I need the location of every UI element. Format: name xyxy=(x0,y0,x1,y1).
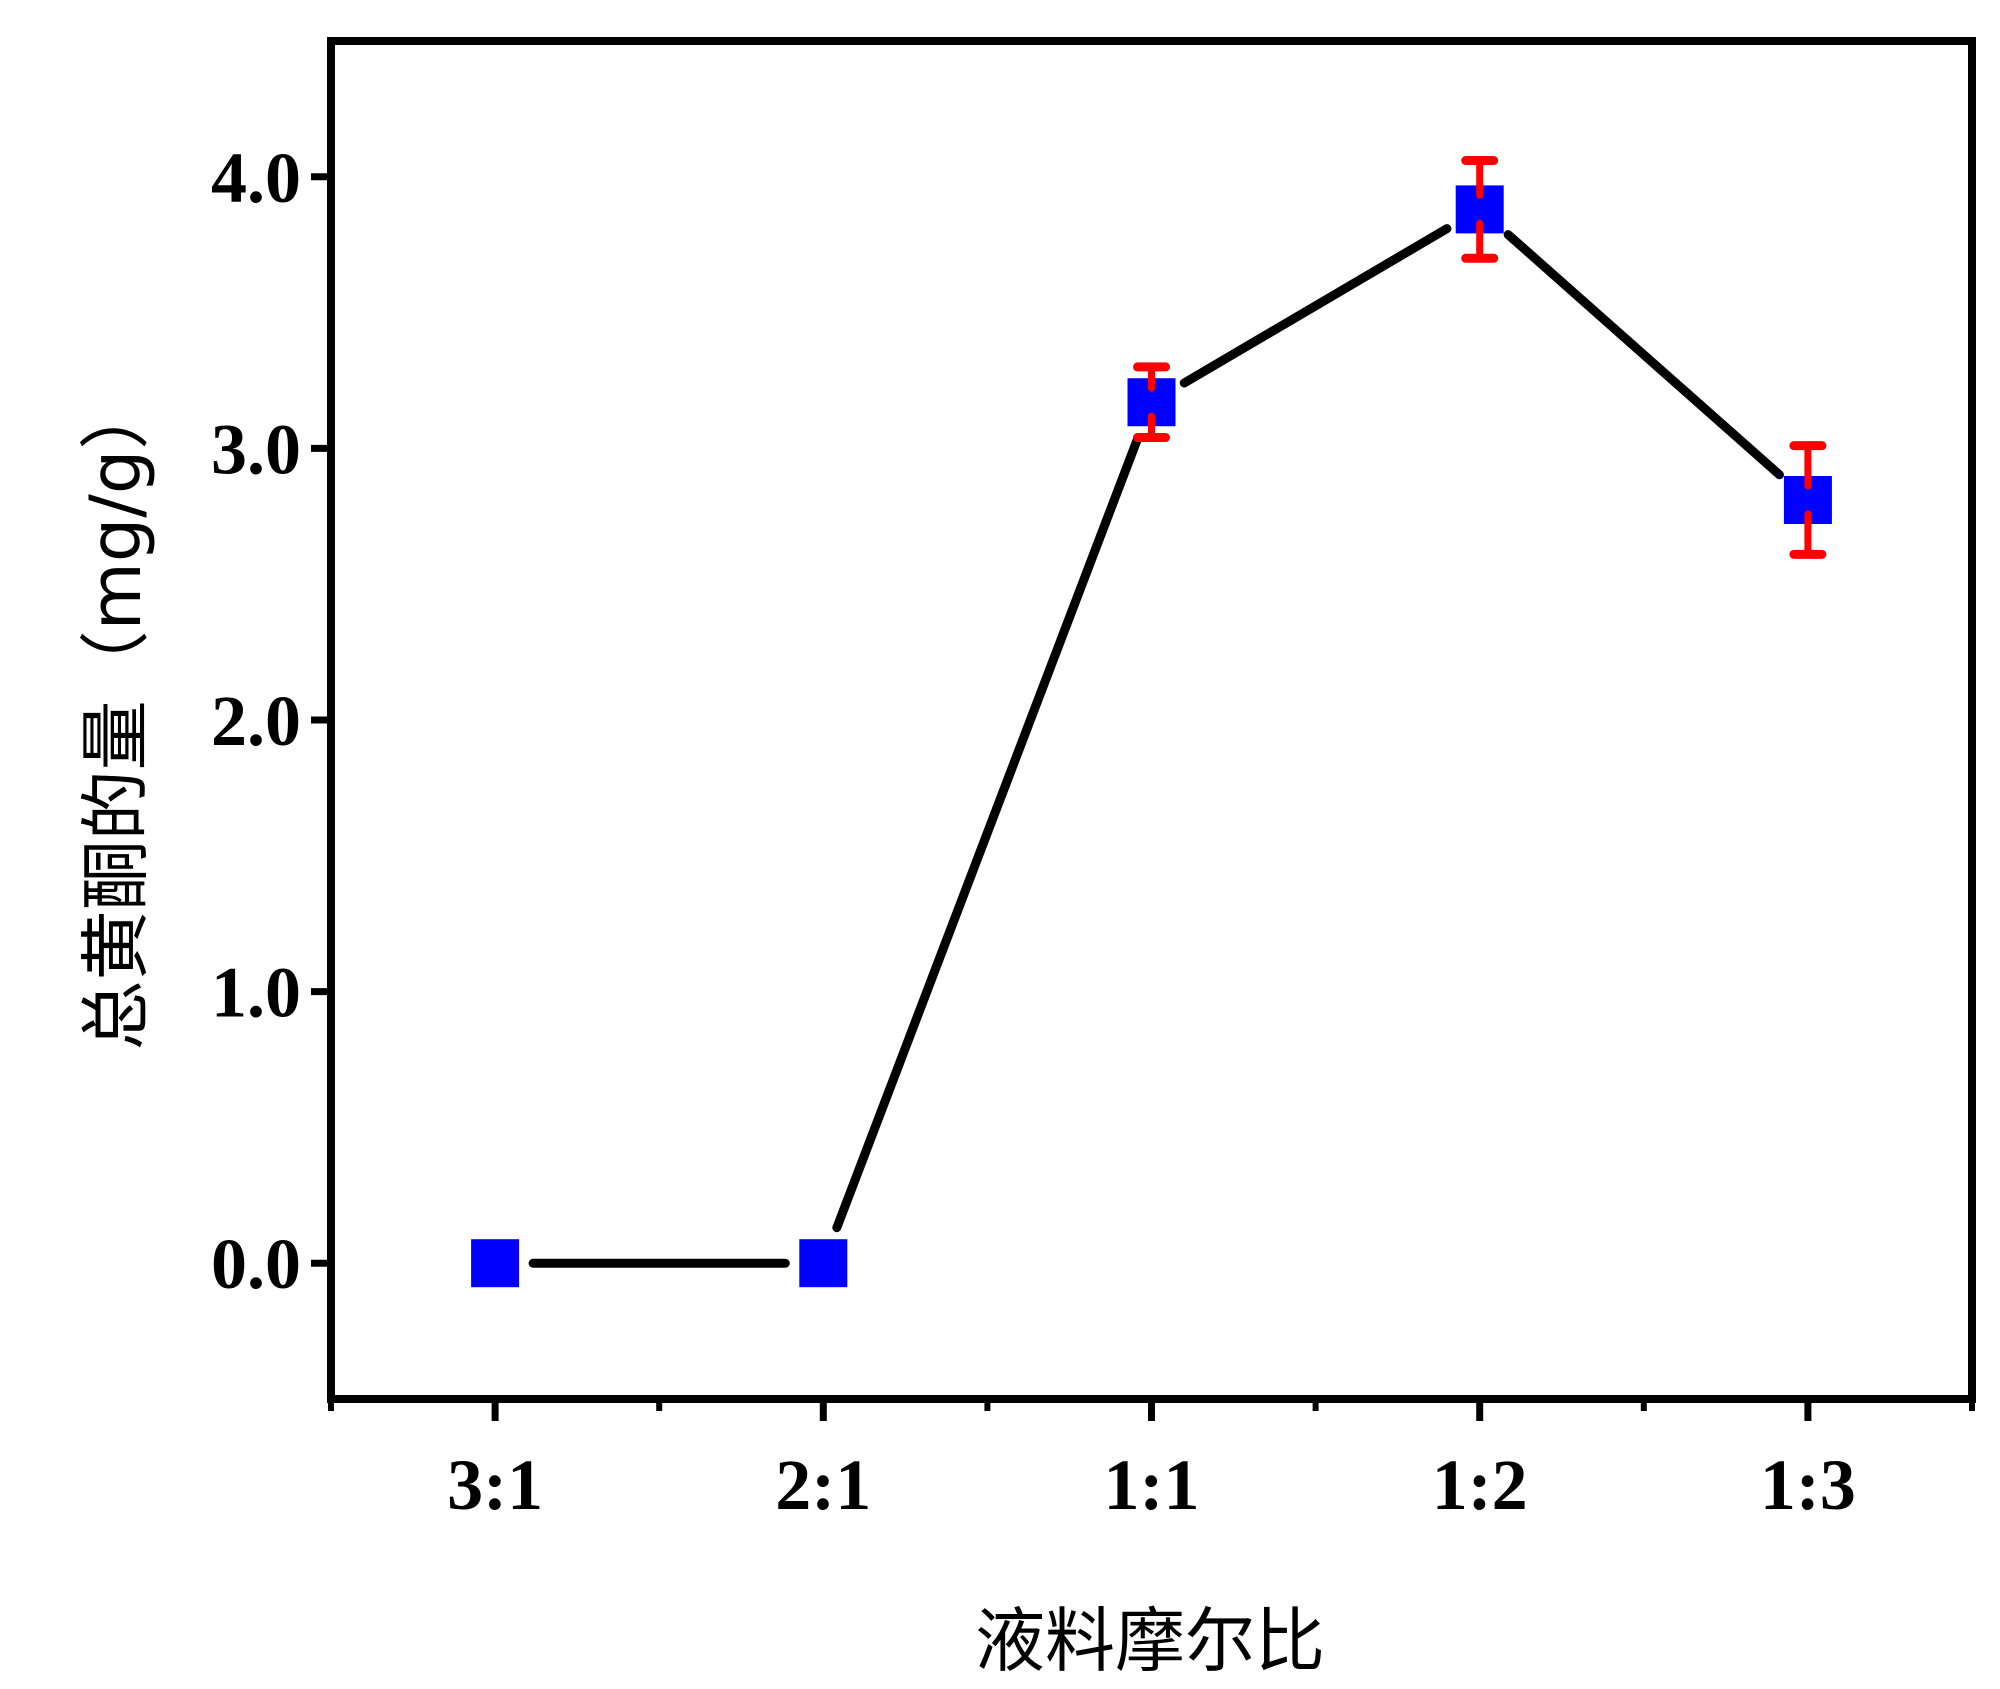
x-tick-label: 1:2 xyxy=(1432,1445,1528,1525)
series-line-segment xyxy=(1179,224,1452,388)
plot-frame xyxy=(327,37,1976,1403)
y-tick-label: 4.0 xyxy=(211,138,301,218)
y-tick-label: 1.0 xyxy=(211,953,301,1033)
x-axis-title: 液料摩尔比 xyxy=(975,1600,1325,1682)
series-line-segment xyxy=(1503,230,1784,480)
y-tick-label: 3.0 xyxy=(211,409,301,489)
data-point-marker xyxy=(799,1239,848,1288)
x-tick-label: 3:1 xyxy=(447,1445,543,1525)
data-point-marker xyxy=(471,1239,520,1288)
y-tick-label: 2.0 xyxy=(211,681,301,761)
x-tick-label: 1:3 xyxy=(1760,1445,1856,1525)
x-tick-label: 1:1 xyxy=(1104,1445,1200,1525)
series-line-segment xyxy=(832,433,1143,1233)
x-tick-label: 2:1 xyxy=(775,1445,871,1525)
y-axis-title: 总黄酮的量（mg/g） xyxy=(75,380,157,1051)
y-tick-label: 0.0 xyxy=(211,1224,301,1304)
